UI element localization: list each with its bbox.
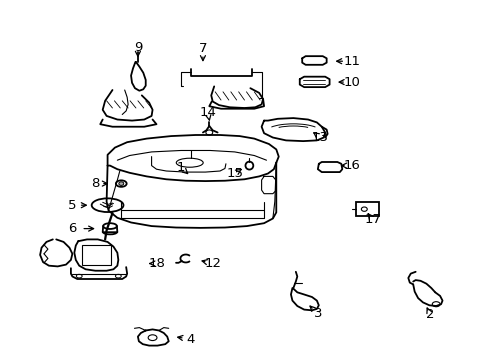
Text: 10: 10 bbox=[343, 76, 360, 89]
Text: 15: 15 bbox=[226, 167, 243, 180]
Text: 11: 11 bbox=[343, 55, 360, 68]
Bar bbox=[355, 202, 379, 216]
Text: 6: 6 bbox=[68, 222, 77, 235]
Text: 16: 16 bbox=[343, 159, 360, 172]
Text: 5: 5 bbox=[68, 199, 77, 212]
Text: 13: 13 bbox=[311, 131, 328, 144]
Text: 3: 3 bbox=[313, 307, 322, 320]
Text: 8: 8 bbox=[91, 177, 100, 190]
Text: 1: 1 bbox=[176, 161, 185, 174]
Text: 18: 18 bbox=[149, 257, 165, 270]
Bar bbox=[82, 245, 111, 265]
Text: 4: 4 bbox=[186, 333, 195, 346]
Text: 9: 9 bbox=[133, 41, 142, 54]
Text: 17: 17 bbox=[364, 213, 380, 226]
Text: 14: 14 bbox=[199, 106, 216, 119]
Text: 2: 2 bbox=[425, 309, 434, 321]
Text: 12: 12 bbox=[204, 257, 221, 270]
Text: 7: 7 bbox=[198, 42, 207, 55]
Ellipse shape bbox=[119, 182, 123, 185]
